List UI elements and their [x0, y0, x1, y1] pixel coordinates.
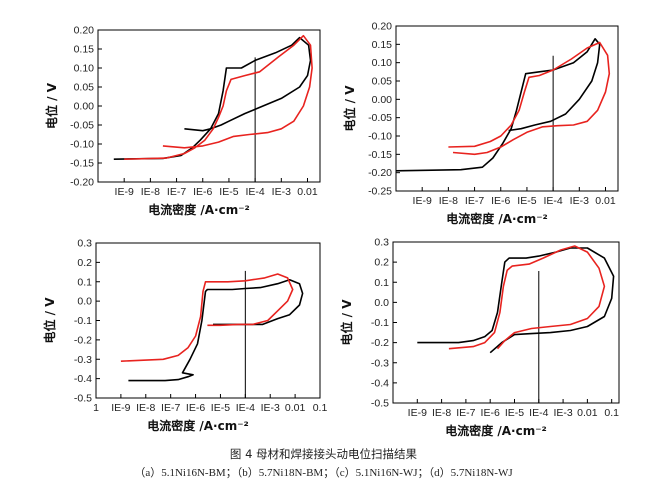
x-tick-label: IE-3	[272, 186, 291, 198]
y-tick-label: 0.15	[372, 39, 393, 51]
x-tick-label: IE-5	[505, 407, 524, 419]
y-tick-label: -0.10	[70, 139, 94, 151]
series-line-5.7ni18n	[448, 245, 606, 350]
x-tick-label: IE-5	[211, 402, 230, 414]
y-tick-label: 0.0	[374, 297, 389, 309]
y-tick-label: -0.1	[74, 315, 92, 327]
y-tick-label: 0.05	[372, 76, 393, 88]
x-tick-label: IE-9	[115, 186, 134, 198]
x-tick-label: 0.01	[285, 402, 306, 414]
x-tick-label: IE-6	[193, 186, 212, 198]
x-tick-label: 0.01	[297, 186, 318, 198]
chart-panel-a: 0.20 0.15 0.10 0.05 0.00 -0.05 -0.10 -0.15 -0.20…	[44, 25, 321, 217]
y-axis-title: 电位 / V	[342, 85, 357, 132]
y-tick-label: 0.20	[372, 21, 393, 33]
y-tick-label: -0.3	[74, 354, 92, 366]
y-tick-label: 0.00	[74, 101, 95, 113]
y-tick-label: -0.4	[74, 373, 92, 385]
x-tick-label: IE-7	[456, 407, 475, 419]
x-axis-title: 电流密度 /A·cm⁻²	[148, 202, 250, 217]
plot-frame	[395, 25, 619, 192]
x-tick-label: IE-3	[570, 195, 589, 207]
x-tick-label: IE-4	[543, 195, 562, 207]
series-line-5.1ni16n	[395, 38, 601, 172]
y-tick-label: 0.1	[374, 277, 389, 289]
x-tick-label: IE-7	[465, 195, 484, 207]
x-tick-label: IE-8	[141, 186, 160, 198]
x-tick-label: 0.1	[313, 402, 328, 414]
x-tick-label: IE-8	[136, 402, 155, 414]
y-tick-label: -0.15	[368, 149, 392, 161]
x-tick-label: IE-8	[432, 407, 451, 419]
x-axis-title: 电流密度 /A·cm⁻²	[446, 211, 548, 226]
x-tick-label: IE-9	[408, 407, 427, 419]
plot-frame	[392, 241, 620, 404]
x-tick-label: IE-9	[413, 195, 432, 207]
x-tick-label: 0.1	[604, 407, 619, 419]
chart-panel-c: 0.3 0.2 0.1 0.0 -0.1 -0.2 -0.3 -0.4 -0.51 IE-9 IE-…	[42, 238, 327, 434]
series-line-5.7ni18n	[120, 273, 294, 362]
y-axis-title: 电位 / V	[339, 299, 354, 346]
x-tick-label: 0.01	[595, 195, 616, 207]
y-tick-label: 0.20	[74, 25, 95, 37]
y-tick-label: 0.05	[74, 82, 95, 94]
x-tick-label: IE-7	[161, 402, 180, 414]
y-tick-label: 0.00	[372, 94, 393, 106]
y-tick-label: 0.3	[77, 238, 92, 250]
y-tick-label: -0.3	[371, 357, 389, 369]
x-tick-label: IE-6	[186, 402, 205, 414]
chart-panel-d: 0.3 0.2 0.1 0.0 -0.1 -0.2 -0.3 -0.4 -0.5 IE-9 IE-8…	[339, 237, 620, 438]
y-tick-label: -0.05	[70, 120, 94, 132]
x-axis-title: 电流密度 /A·cm⁻²	[147, 418, 249, 433]
series-line-5.1ni16n	[417, 247, 615, 354]
y-tick-label: 0.3	[374, 237, 389, 249]
y-tick-label: 0.10	[74, 63, 95, 75]
figure-subcaption: （a）5.1Ni16N-BM；（b）5.7Ni18N-BM；（c）5.1Ni16…	[134, 467, 513, 479]
x-tick-label: IE-3	[553, 407, 572, 419]
x-axis-title: 电流密度 /A·cm⁻²	[445, 423, 547, 438]
x-tick-label: 1	[93, 402, 99, 414]
y-tick-label: -0.20	[368, 167, 392, 179]
series-line-5.1ni16n	[113, 36, 312, 160]
x-tick-label: IE-3	[261, 402, 280, 414]
x-tick-label: IE-5	[517, 195, 536, 207]
x-tick-label: IE-4	[236, 402, 255, 414]
y-tick-label: 0.0	[77, 296, 92, 308]
y-axis-title: 电位 / V	[42, 297, 57, 344]
x-tick-label: 0.01	[577, 407, 598, 419]
y-tick-label: -0.2	[371, 337, 389, 349]
x-tick-label: IE-7	[167, 186, 186, 198]
y-tick-label: -0.05	[368, 112, 392, 124]
series-line-5.1ni16n	[128, 279, 304, 382]
y-tick-label: 0.2	[374, 257, 389, 269]
y-tick-label: -0.25	[368, 186, 392, 198]
y-tick-label: -0.1	[371, 317, 389, 329]
x-tick-label: IE-8	[439, 195, 458, 207]
series-line-5.7ni18n	[448, 41, 611, 156]
x-tick-label: IE-6	[481, 407, 500, 419]
x-tick-label: IE-9	[111, 402, 130, 414]
series-line-5.7ni18n	[124, 34, 313, 160]
y-tick-label: -0.2	[74, 334, 92, 346]
y-tick-label: 0.15	[74, 44, 95, 56]
y-tick-label: -0.20	[70, 177, 94, 189]
y-tick-label: 0.2	[77, 257, 92, 269]
y-tick-label: -0.4	[371, 377, 389, 389]
y-tick-label: 0.1	[77, 276, 92, 288]
plot-frame	[95, 242, 321, 399]
chart-panel-b: 0.20 0.15 0.10 0.05 0.00 -0.05 -0.10 -0.15 -0.20…	[342, 21, 619, 226]
x-tick-label: IE-5	[219, 186, 238, 198]
x-tick-label: IE-6	[491, 195, 510, 207]
x-tick-label: IE-4	[245, 186, 264, 198]
y-tick-label: -0.15	[70, 158, 94, 170]
figure-canvas: 0.200.150.100.050.00-0.05-0.10-0.15-0.20…	[42, 21, 620, 438]
y-tick-label: -0.5	[74, 393, 92, 405]
y-tick-label: -0.10	[368, 131, 392, 143]
y-tick-label: -0.5	[371, 398, 389, 410]
figure-caption: 图 4 母材和焊接接头动电位扫描结果	[229, 447, 418, 461]
y-tick-label: 0.10	[372, 57, 393, 69]
y-axis-title: 电位 / V	[44, 82, 59, 129]
x-tick-label: IE-4	[529, 407, 548, 419]
